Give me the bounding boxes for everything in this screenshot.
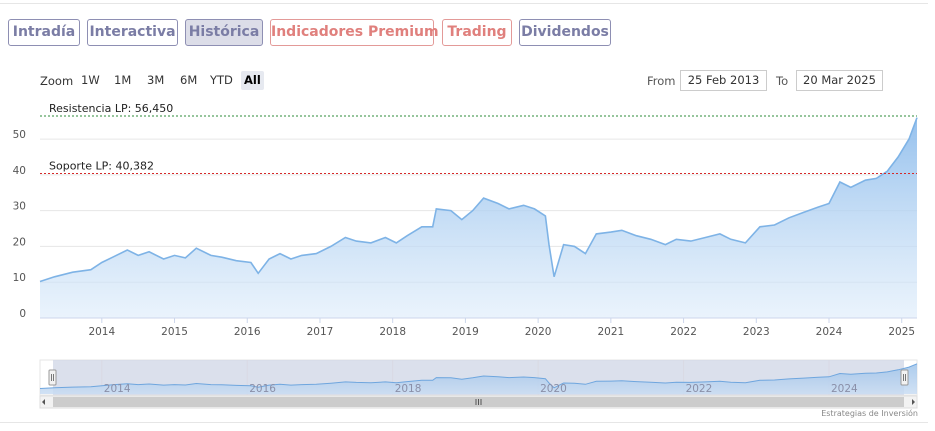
navigator-line — [39, 363, 918, 389]
top-divider — [0, 3, 928, 4]
y-tick-label: 50 — [13, 129, 26, 141]
y-tick-label: 0 — [19, 308, 26, 320]
resistance-label: Resistencia LP: 56,450 — [49, 102, 173, 115]
to-date-input[interactable]: 20 Mar 2025 — [796, 70, 883, 91]
tab-intradia[interactable]: Intradía — [8, 19, 80, 46]
zoom-1m-button[interactable]: 1M — [114, 73, 132, 87]
y-tick-label: 20 — [13, 236, 26, 248]
scrollbar-grip-icon — [475, 399, 482, 405]
y-tick-label: 10 — [13, 272, 26, 284]
tab-indicadores-premium[interactable]: Indicadores Premium — [270, 19, 439, 46]
bottom-divider — [0, 422, 928, 423]
navigator-right-handle[interactable] — [900, 369, 909, 386]
tab-trading[interactable]: Trading — [442, 19, 512, 46]
navigator-tick-label: 2018 — [395, 383, 422, 395]
credit-text: Estrategias de Inversión — [821, 409, 918, 418]
scroll-left-arrow-icon[interactable] — [42, 399, 45, 405]
price-line — [39, 117, 918, 283]
x-tick-label: 2022 — [670, 326, 697, 338]
navigator-tick-label: 2024 — [831, 383, 858, 395]
x-tick-label: 2024 — [816, 326, 843, 338]
zoom-1w-button[interactable]: 1W — [81, 73, 100, 87]
zoom-all-button[interactable]: All — [241, 71, 264, 90]
tab-dividendos[interactable]: Dividendos — [519, 19, 611, 46]
navigator-tick-label: 2020 — [540, 383, 567, 395]
x-tick-label: 2016 — [234, 326, 261, 338]
navigator-axis: 2014 2016 2018 2020 2022 2024 — [104, 383, 858, 395]
scrollbar[interactable] — [39, 395, 918, 409]
navigator-tick-label: 2016 — [249, 383, 276, 395]
zoom-label: Zoom — [40, 74, 74, 88]
x-tick-label: 2017 — [307, 326, 334, 338]
x-tick-label: 2018 — [379, 326, 406, 338]
from-label: From — [647, 74, 676, 88]
chart-annotations: Resistencia LP: 56,450 Soporte LP: 40,382 — [40, 102, 917, 174]
navigator-tick-label: 2022 — [686, 383, 713, 395]
x-tick-label: 2014 — [88, 326, 115, 338]
x-tick-label: 2023 — [743, 326, 770, 338]
navigator[interactable]: 2014 2016 2018 2020 2022 2024 — [39, 359, 918, 396]
x-tick-label: 2019 — [452, 326, 479, 338]
tab-historica[interactable]: Histórica — [185, 19, 263, 46]
support-label: Soporte LP: 40,382 — [49, 159, 154, 172]
y-tick-label: 30 — [13, 201, 26, 213]
x-tick-label: 2015 — [161, 326, 188, 338]
navigator-tick-label: 2014 — [104, 383, 131, 395]
x-tick-label: 2021 — [597, 326, 624, 338]
y-axis: 0 10 20 30 40 50 — [13, 129, 26, 320]
x-axis: 2014 2015 2016 2017 2018 2019 2020 2021 2022 2023… — [88, 318, 915, 338]
zoom-6m-button[interactable]: 6M — [180, 73, 198, 87]
navigator-area — [40, 363, 917, 394]
zoom-ytd-button[interactable]: YTD — [210, 73, 233, 87]
x-tick-label: 2020 — [525, 326, 552, 338]
price-area — [40, 117, 917, 318]
zoom-3m-button[interactable]: 3M — [147, 73, 165, 87]
x-tick-label: 2025 — [888, 326, 915, 338]
navigator-left-handle[interactable] — [48, 369, 57, 386]
y-tick-label: 40 — [13, 165, 26, 177]
scroll-right-arrow-icon[interactable] — [912, 399, 915, 405]
from-date-input[interactable]: 25 Feb 2013 — [680, 70, 767, 91]
to-label: To — [776, 74, 789, 88]
tab-interactiva[interactable]: Interactiva — [87, 19, 178, 46]
